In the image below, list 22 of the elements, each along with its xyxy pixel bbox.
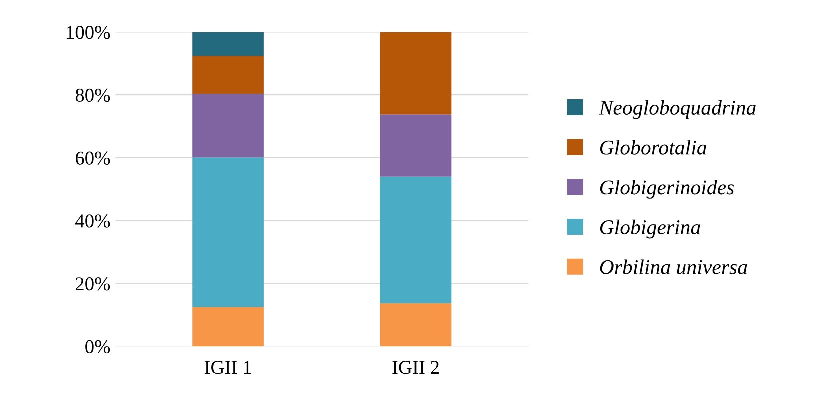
x-tick-label: IGII 1 xyxy=(204,361,252,374)
y-tick-label: 40% xyxy=(76,214,110,228)
y-tick-label: 60% xyxy=(76,152,110,165)
bar xyxy=(380,176,452,304)
bar xyxy=(380,304,452,347)
legend-label: Orbilina universa xyxy=(600,260,748,274)
legend-label: Neogloboquadrina xyxy=(599,100,756,120)
bar xyxy=(192,94,264,158)
bar xyxy=(192,32,264,56)
y-tick-label: 20% xyxy=(76,278,110,291)
y-tick-label: 0% xyxy=(86,340,110,354)
y-tick-label: 100% xyxy=(67,26,110,40)
y-tick-label: 80% xyxy=(76,88,110,102)
bar xyxy=(192,56,264,94)
legend-label: Globigerina xyxy=(600,220,700,239)
bar xyxy=(192,158,264,308)
legend-label: Globorotalia xyxy=(600,140,707,155)
bar xyxy=(380,114,452,177)
x-tick-label: IGII 2 xyxy=(392,361,439,374)
bar xyxy=(192,307,264,347)
legend-label: Globigerinoides xyxy=(600,180,734,199)
bar xyxy=(380,32,452,115)
